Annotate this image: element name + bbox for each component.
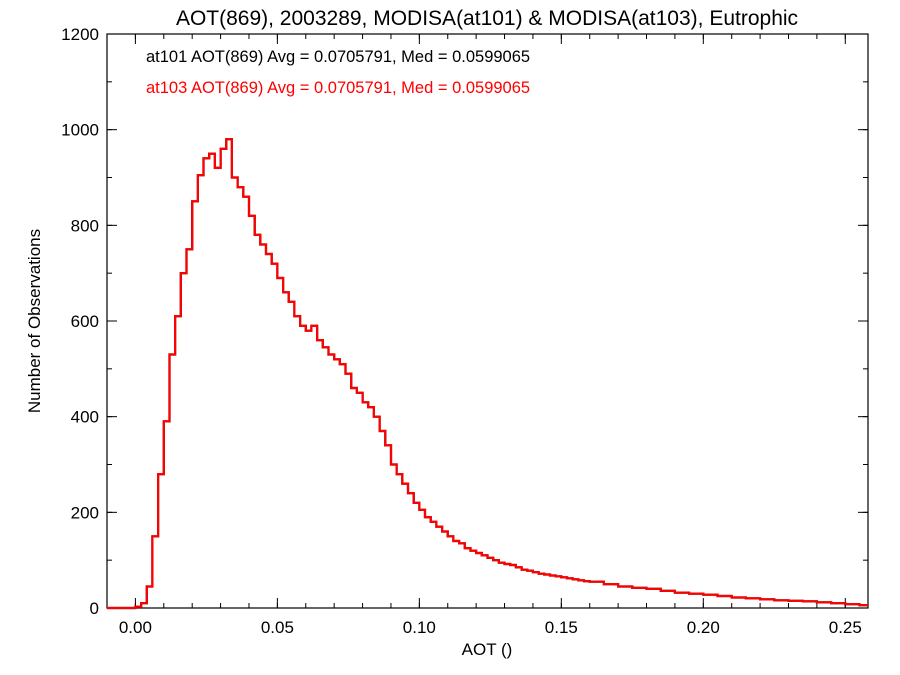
x-tick-label: 0.25: [829, 618, 862, 637]
x-tick-label: 0.15: [545, 618, 578, 637]
x-axis-ticks: 0.00 0.05 0.10 0.15 0.20 0.25: [106, 34, 862, 637]
x-tick-label: 0.05: [261, 618, 294, 637]
series-at103-histogram: [107, 138, 868, 610]
y-tick-label: 600: [71, 312, 99, 331]
annotation-at103: at103 AOT(869) Avg = 0.0705791, Med = 0.…: [146, 79, 530, 97]
y-tick-label: 0: [90, 599, 99, 618]
annotation-at101: at101 AOT(869) Avg = 0.0705791, Med = 0.…: [146, 48, 530, 66]
y-tick-label: 1200: [61, 25, 99, 44]
y-axis-ticks: 0 200 400 600 800 1000 1200: [61, 25, 868, 618]
y-tick-label: 800: [71, 216, 99, 235]
x-axis-label: AOT (): [462, 640, 513, 659]
x-tick-label: 0.10: [403, 618, 436, 637]
series-at101-histogram: [107, 138, 868, 610]
x-tick-label: 0.00: [119, 618, 152, 637]
y-tick-label: 1000: [61, 121, 99, 140]
plot-frame: [106, 33, 869, 609]
x-tick-label: 0.20: [687, 618, 720, 637]
y-tick-label: 400: [71, 408, 99, 427]
y-axis-label: Number of Observations: [25, 229, 44, 413]
y-tick-label: 200: [71, 503, 99, 522]
chart-title: AOT(869), 2003289, MODISA(at101) & MODIS…: [176, 7, 798, 30]
